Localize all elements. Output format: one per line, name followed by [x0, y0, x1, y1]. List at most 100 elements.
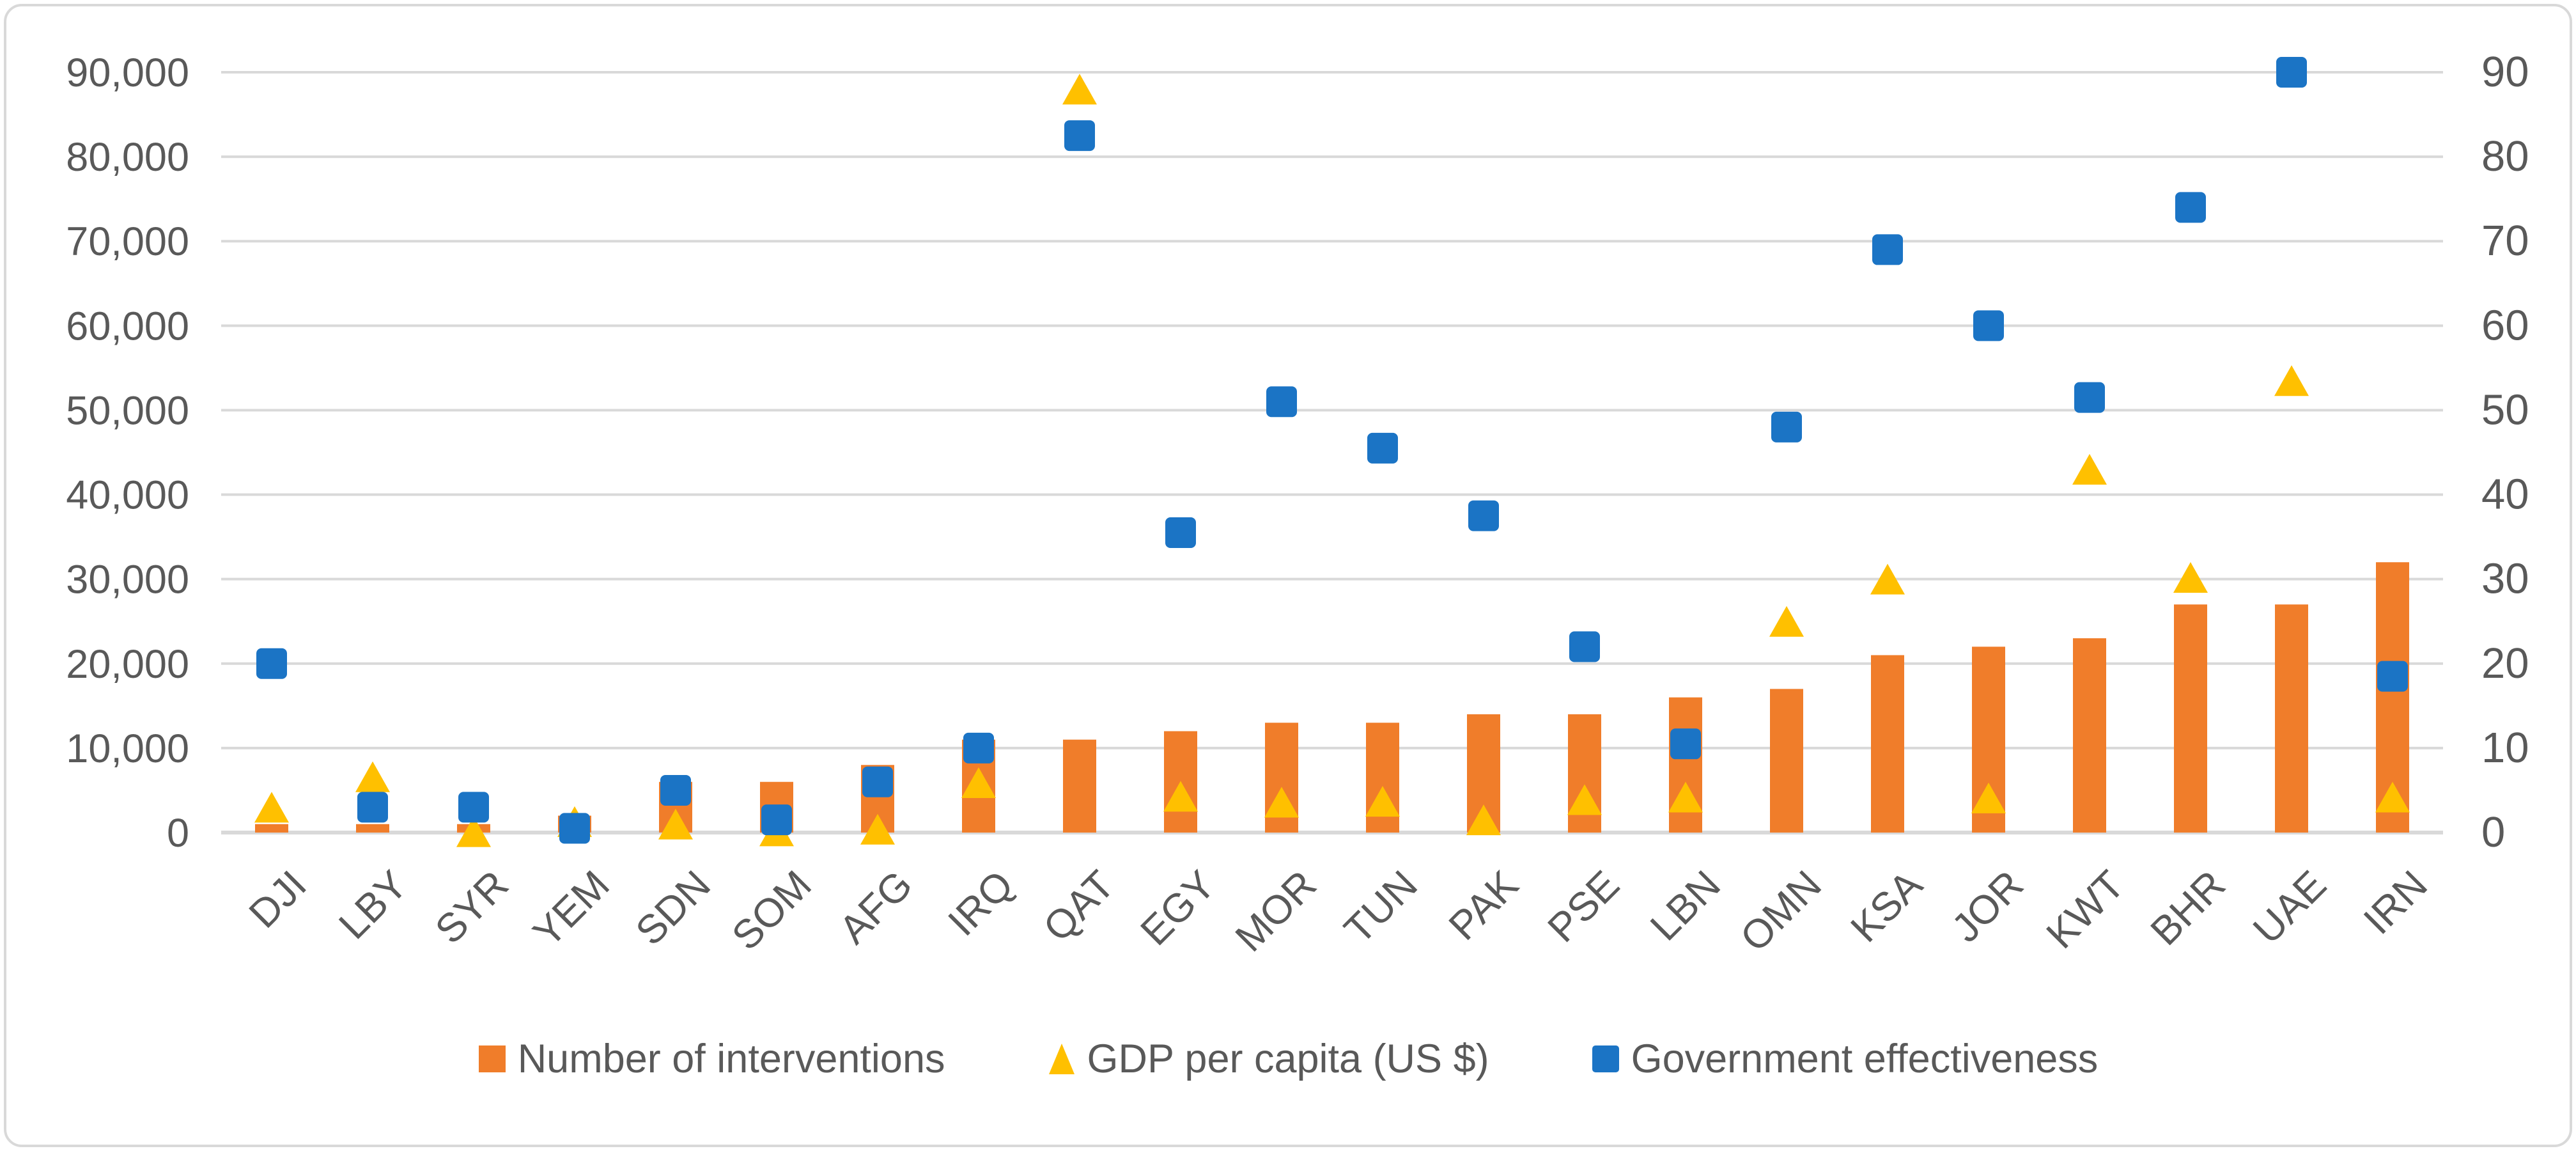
gdp-triangle-marker — [1466, 804, 1501, 836]
right-axis-tick-label: 20 — [2481, 639, 2529, 687]
gdp-triangle-marker — [2274, 365, 2309, 396]
gov-effectiveness-square-marker — [2074, 382, 2105, 413]
x-axis-category-label: BHR — [2142, 862, 2234, 954]
gov-effectiveness-square-marker — [963, 732, 994, 763]
x-axis-category-label: QAT — [1035, 862, 1123, 950]
gdp-triangle-marker — [1769, 606, 1804, 637]
gdp-triangle-marker — [1163, 781, 1198, 812]
legend-label-gov-effectiveness: Government effectiveness — [1631, 1037, 2099, 1081]
legend-item-gov-effectiveness: Government effectiveness — [1592, 1036, 2099, 1082]
x-axis-category-label: DJI — [241, 862, 315, 936]
right-axis-tick-label: 10 — [2481, 724, 2529, 772]
x-axis-category-label: TUN — [1336, 862, 1426, 952]
x-axis-category-label: LBN — [1642, 862, 1729, 949]
chart-legend: Number of interventions GDP per capita (… — [0, 1021, 2576, 1097]
gov-effectiveness-square-marker — [660, 774, 691, 806]
gdp-triangle-marker — [1870, 563, 1905, 595]
gov-effectiveness-square-marker — [256, 648, 287, 679]
left-axis-tick-label: 20,000 — [66, 642, 189, 687]
left-axis-tick-label: 40,000 — [66, 473, 189, 518]
legend-label-gdp: GDP per capita (US $) — [1087, 1037, 1489, 1081]
gov-effectiveness-square-marker — [1367, 432, 1398, 464]
x-axis-category-label: UAE — [2245, 862, 2335, 952]
gdp-triangle-marker — [658, 808, 693, 840]
left-axis-tick-label: 90,000 — [66, 51, 189, 95]
gdp-triangle-marker — [1365, 786, 1400, 817]
gdp-triangle-marker — [2375, 781, 2410, 813]
left-axis-tick-label: 70,000 — [66, 219, 189, 264]
x-axis-category-label: PSE — [1539, 862, 1628, 951]
gdp-triangle-marker — [1668, 781, 1703, 813]
gov-effectiveness-square-marker — [2377, 661, 2408, 692]
gov-effectiveness-square-marker — [1266, 386, 1297, 418]
gdp-triangle-marker — [456, 816, 491, 847]
right-axis-tick-label: 60 — [2481, 301, 2529, 349]
bar — [1770, 689, 1803, 833]
left-axis-tick-label: 80,000 — [66, 135, 189, 180]
gov-effectiveness-square-marker — [1771, 411, 1802, 442]
left-axis-tick-label: 10,000 — [66, 726, 189, 771]
x-axis-category-label: KWT — [2038, 862, 2132, 957]
x-axis-category-label: AFG — [831, 862, 921, 952]
combo-chart-plot-area: 0 0 10,000 10 20,000 20 30,000 30 40,000 40 50,000… — [66, 48, 2529, 960]
right-axis-tick-label: 30 — [2481, 555, 2529, 603]
x-axis-category-label: JOR — [1943, 862, 2032, 951]
x-axis-category-label: KSA — [1842, 862, 1931, 951]
right-axis-tick-label: 70 — [2481, 217, 2529, 265]
right-axis-tick-label: 50 — [2481, 386, 2529, 434]
x-axis-category-label: MOR — [1227, 862, 1324, 960]
gold-triangle-icon — [1048, 1044, 1075, 1074]
gdp-triangle-marker — [2173, 562, 2208, 593]
left-axis-tick-label: 0 — [167, 811, 189, 856]
gov-effectiveness-square-marker — [559, 813, 590, 844]
gdp-triangle-marker — [1567, 784, 1602, 815]
x-axis-category-label: SYR — [427, 862, 517, 952]
bar — [255, 824, 288, 833]
gov-effectiveness-square-marker — [458, 792, 489, 823]
gov-effectiveness-square-marker — [2175, 192, 2206, 223]
gdp-triangle-marker — [355, 761, 390, 792]
gdp-triangle-marker — [2072, 453, 2107, 485]
right-axis-tick-label: 80 — [2481, 132, 2529, 180]
x-axis-category-label: IRN — [2355, 862, 2436, 943]
right-axis-tick-label: 0 — [2481, 808, 2505, 856]
gov-effectiveness-square-marker — [1872, 234, 1903, 265]
x-axis-category-label: SDN — [627, 862, 719, 954]
gov-effectiveness-square-marker — [1165, 517, 1196, 549]
x-axis-category-label: OMN — [1732, 862, 1829, 960]
bar — [356, 824, 389, 833]
x-axis-category-label: EGY — [1132, 862, 1224, 954]
x-axis-category-label: LBY — [330, 862, 416, 948]
gdp-triangle-marker — [860, 813, 895, 845]
blue-square-icon — [1592, 1045, 1619, 1072]
gdp-triangle-marker — [1062, 74, 1097, 105]
gdp-triangle-marker — [1264, 787, 1299, 818]
orange-square-icon — [478, 1045, 506, 1072]
gov-effectiveness-square-marker — [1973, 310, 2004, 341]
legend-label-interventions: Number of interventions — [517, 1037, 945, 1081]
gov-effectiveness-square-marker — [862, 766, 893, 797]
gov-effectiveness-square-marker — [2276, 57, 2307, 88]
right-axis-tick-label: 40 — [2481, 471, 2529, 519]
gov-effectiveness-square-marker — [1468, 500, 1499, 531]
bar — [1063, 739, 1096, 833]
bar — [2174, 604, 2207, 833]
legend-item-interventions: Number of interventions — [478, 1036, 945, 1082]
gov-effectiveness-square-marker — [1569, 631, 1600, 662]
left-axis-tick-label: 30,000 — [66, 558, 189, 602]
x-axis-category-label: PAK — [1441, 862, 1527, 948]
bar — [2275, 604, 2308, 833]
gov-effectiveness-square-marker — [357, 792, 388, 823]
gov-effectiveness-square-marker — [1670, 728, 1701, 760]
bar — [1871, 655, 1904, 833]
x-axis-category-label: YEM — [525, 862, 618, 955]
x-axis-category-label: SOM — [724, 862, 820, 959]
gov-effectiveness-square-marker — [761, 804, 792, 836]
legend-item-gdp: GDP per capita (US $) — [1048, 1036, 1489, 1082]
x-axis-category-label: IRQ — [940, 862, 1022, 944]
left-axis-tick-label: 60,000 — [66, 304, 189, 348]
gdp-triangle-marker — [254, 792, 289, 823]
right-axis-tick-label: 90 — [2481, 48, 2529, 96]
left-axis-tick-label: 50,000 — [66, 388, 189, 433]
